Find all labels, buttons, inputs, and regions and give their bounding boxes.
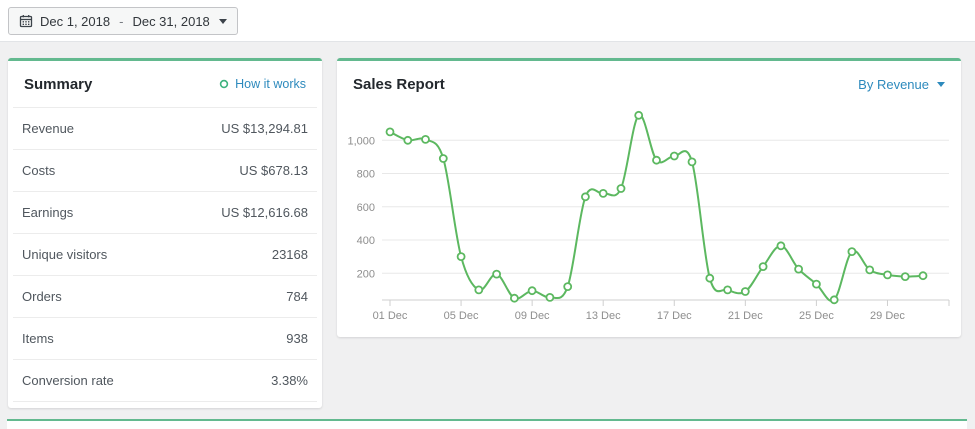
by-revenue-label: By Revenue xyxy=(858,76,929,92)
summary-row-label: Earnings xyxy=(22,205,74,220)
summary-title: Summary xyxy=(24,75,93,93)
calendar-icon xyxy=(19,14,33,28)
svg-text:800: 800 xyxy=(357,169,375,181)
summary-row-label: Conversion rate xyxy=(22,373,114,388)
svg-text:01 Dec: 01 Dec xyxy=(373,310,408,322)
svg-text:09 Dec: 09 Dec xyxy=(515,310,550,322)
summary-row-value: 938 xyxy=(286,331,308,346)
chevron-down-icon xyxy=(218,18,227,24)
sales-report-card: 200 400 600 800 1,000 01 Dec 05 Dec 09 Dec 13 De… xyxy=(337,58,961,337)
sales-line-chart: 200 400 600 800 1,000 01 Dec 05 Dec 09 Dec 13 De… xyxy=(347,110,950,322)
summary-row: Items 938 xyxy=(13,317,317,359)
summary-row-label: Items xyxy=(22,331,54,346)
date-range-picker[interactable]: Dec 1, 2018 - Dec 31, 2018 xyxy=(8,7,238,35)
summary-row-value: 784 xyxy=(286,289,308,304)
summary-row: Revenue US $13,294.81 xyxy=(13,107,317,149)
summary-row-label: Costs xyxy=(22,163,56,178)
svg-text:13 Dec: 13 Dec xyxy=(586,310,621,322)
next-section-top-edge xyxy=(7,419,967,429)
svg-text:29 Dec: 29 Dec xyxy=(870,310,905,322)
how-it-works-link[interactable]: How it works xyxy=(219,77,306,91)
svg-text:1,000: 1,000 xyxy=(347,135,375,147)
how-it-works-label: How it works xyxy=(235,77,306,91)
summary-card: Summary How it works Revenue US $13,294.8… xyxy=(8,58,322,408)
date-range-separator: - xyxy=(119,13,124,29)
status-circle-icon xyxy=(219,79,229,89)
summary-row-value: 23168 xyxy=(271,247,308,262)
svg-text:25 Dec: 25 Dec xyxy=(799,310,834,322)
by-revenue-dropdown[interactable]: By Revenue xyxy=(858,77,945,92)
summary-row: Orders 784 xyxy=(13,275,317,317)
sales-card-header: Sales Report By Revenue xyxy=(337,61,961,107)
summary-row: Earnings US $12,616.68 xyxy=(13,191,317,233)
summary-row-label: Orders xyxy=(22,289,62,304)
summary-row-label: Unique visitors xyxy=(22,247,108,262)
svg-text:17 Dec: 17 Dec xyxy=(657,310,692,322)
summary-card-header: Summary How it works xyxy=(8,61,322,107)
summary-row: Conversion rate 3.38% xyxy=(13,359,317,402)
svg-text:400: 400 xyxy=(357,235,375,247)
summary-row-value: US $678.13 xyxy=(239,163,308,178)
svg-text:200: 200 xyxy=(357,268,375,280)
svg-text:05 Dec: 05 Dec xyxy=(444,310,479,322)
chevron-down-icon xyxy=(937,81,945,87)
sales-report-title: Sales Report xyxy=(353,75,445,93)
topbar: Dec 1, 2018 - Dec 31, 2018 xyxy=(0,0,975,42)
svg-text:21 Dec: 21 Dec xyxy=(728,310,763,322)
summary-list: Revenue US $13,294.81 Costs US $678.13 Earni… xyxy=(8,107,322,402)
summary-row: Unique visitors 23168 xyxy=(13,233,317,275)
summary-row-value: US $12,616.68 xyxy=(221,205,308,220)
date-range-end: Dec 31, 2018 xyxy=(132,13,210,29)
summary-row-value: US $13,294.81 xyxy=(221,121,308,136)
date-range-start: Dec 1, 2018 xyxy=(40,13,111,29)
svg-text:600: 600 xyxy=(357,202,375,214)
summary-row: Costs US $678.13 xyxy=(13,149,317,191)
summary-row-label: Revenue xyxy=(22,121,75,136)
summary-row-value: 3.38% xyxy=(271,373,308,388)
